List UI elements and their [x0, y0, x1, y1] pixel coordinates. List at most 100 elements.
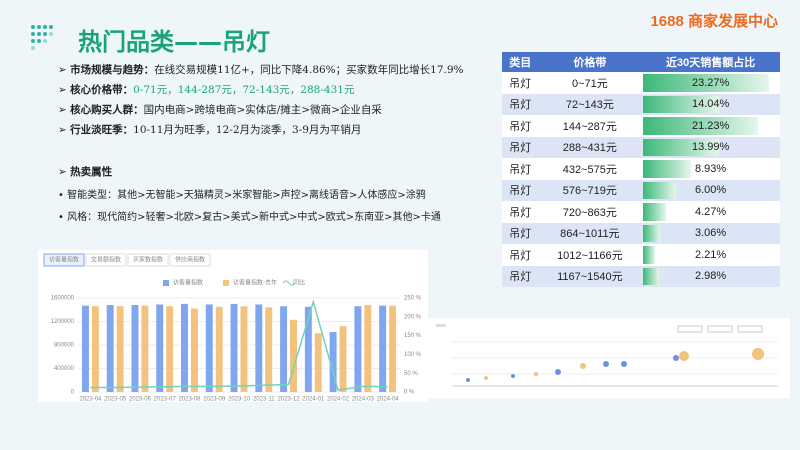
- bar: [304, 306, 312, 392]
- x-tick-label: 2023-09: [203, 397, 226, 402]
- y-tick-label: 800000: [54, 343, 75, 349]
- bar: [81, 305, 89, 392]
- bar: [91, 306, 99, 392]
- table-row: 吊灯 288~431元 13.99%: [502, 136, 780, 158]
- table-row: 吊灯 720~863元 4.27%: [502, 201, 780, 223]
- share-label: 2.98%: [695, 270, 727, 283]
- price-cell: 576~719元: [538, 179, 642, 201]
- y2-tick-label: 150 %: [404, 333, 422, 339]
- category-cell: 吊灯: [502, 201, 539, 223]
- share-label: 3.06%: [695, 227, 727, 240]
- bar: [190, 308, 198, 392]
- attr-title: ➢ 热卖属性: [58, 166, 113, 178]
- share-cell: 13.99%: [641, 136, 780, 158]
- bar: [166, 306, 174, 392]
- bullet: ➢ 市场规模与趋势：在线交易规模11亿+，同比下降4.86%；买家数年同比增长1…: [58, 64, 464, 76]
- bar: [364, 305, 372, 392]
- share-cell: 3.06%: [641, 222, 780, 244]
- bar: [106, 305, 114, 392]
- share-label: 8.93%: [695, 162, 727, 175]
- bar: [354, 306, 362, 392]
- y-tick-label: 400000: [54, 366, 75, 372]
- share-cell: 6.00%: [641, 179, 780, 201]
- attr-item: • 智能类型：其他>无智能>天猫精灵>米家智能>声控>离线语音>人体感应>涂鸦: [58, 190, 426, 201]
- bullet-text: 国内电商>跨境电商>实体店/摊主>微商>企业自采: [143, 104, 382, 116]
- bar: [339, 326, 347, 392]
- bar: [131, 305, 139, 392]
- table-row: 吊灯 1012~1166元 2.21%: [502, 244, 780, 266]
- y2-tick-label: 250 %: [404, 296, 422, 302]
- bullet-text: 0-71元，144-287元，72-143元，288-431元: [133, 84, 355, 96]
- share-cell: 2.98%: [641, 265, 780, 287]
- share-cell: 23.27%: [641, 72, 780, 94]
- column-header: 近30天销售额占比: [641, 52, 780, 72]
- scatter-decoration: [436, 324, 778, 387]
- category-cell: 吊灯: [502, 158, 539, 180]
- table-row: 吊灯 144~287元 21.23%: [502, 115, 780, 137]
- category-cell: 吊灯: [502, 72, 539, 94]
- table-row: 吊灯 432~575元 8.93%: [502, 158, 780, 180]
- x-tick-label: 2024-01: [302, 397, 325, 402]
- bar: [329, 332, 337, 392]
- legend-label: 访客量指数-去年: [233, 279, 277, 287]
- price-cell: 432~575元: [538, 158, 642, 180]
- category-cell: 吊灯: [502, 265, 539, 287]
- share-bar: [643, 138, 719, 156]
- bullet-text: 在线交易规模11亿+，同比下降4.86%；买家数年同比增长17.9%: [154, 64, 464, 76]
- share-bar: [643, 160, 692, 178]
- y2-tick-label: 0 %: [404, 390, 415, 396]
- tab: [169, 253, 211, 267]
- share-cell: 2.21%: [641, 244, 780, 266]
- x-tick-label: 2023-11: [253, 397, 275, 402]
- price-cell: 720~863元: [538, 201, 642, 223]
- y2-tick-label: 100 %: [404, 352, 422, 358]
- share-bar: [643, 95, 720, 113]
- price-cell: 72~143元: [538, 93, 642, 115]
- bar: [389, 305, 397, 392]
- bar: [379, 305, 387, 392]
- bullet-label: 核心价格带：: [70, 84, 134, 96]
- attr-title-text: 热卖属性: [70, 166, 113, 178]
- category-cell: 吊灯: [502, 179, 539, 201]
- table-row: 吊灯 72~143元 14.04%: [502, 93, 780, 115]
- bar: [230, 303, 238, 392]
- y-tick-label: 0: [71, 390, 75, 396]
- tab-label: 供应商指数: [175, 256, 205, 264]
- column-header: 价格带: [538, 52, 642, 72]
- bar: [240, 306, 248, 392]
- x-tick-label: 2023-08: [178, 397, 201, 402]
- price-cell: 0~71元: [538, 72, 642, 94]
- table-row: 吊灯 0~71元 23.27%: [502, 72, 780, 94]
- x-tick-label: 2023-04: [79, 397, 102, 402]
- price-cell: 288~431元: [538, 136, 642, 158]
- y2-tick-label: 200 %: [404, 314, 422, 320]
- share-bar: [643, 117, 758, 135]
- logo-dots: [31, 25, 53, 50]
- table-row: 吊灯 1167~1540元 2.98%: [502, 265, 780, 287]
- share-bar: [643, 267, 660, 285]
- x-tick-label: 2024-02: [327, 397, 350, 402]
- y2-tick-label: 50 %: [404, 371, 418, 377]
- share-bar: [643, 181, 676, 199]
- bullet: ➢ 核心购买人群：国内电商>跨境电商>实体店/摊主>微商>企业自采: [58, 104, 382, 116]
- page-title: 热门品类——吊灯: [78, 28, 270, 56]
- bullet-label: 市场规模与趋势：: [70, 64, 155, 76]
- bullet-label: 行业淡旺季：: [70, 124, 134, 136]
- tab-label: 访客量指数: [49, 256, 79, 264]
- share-bar: [643, 74, 769, 92]
- legend-label: 访客量指数: [173, 279, 203, 287]
- bar: [265, 307, 273, 392]
- share-label: 23.27%: [691, 76, 730, 89]
- category-cell: 吊灯: [502, 115, 539, 137]
- share-cell: 14.04%: [641, 93, 780, 115]
- share-label: 2.21%: [695, 248, 727, 261]
- share-label: 6.00%: [695, 184, 727, 197]
- attr-text: 风格：现代简约>轻奢>北欧>复古>美式>新中式>中式>欧式>东南亚>其他>卡通: [67, 212, 441, 223]
- attr-text: 智能类型：其他>无智能>天猫精灵>米家智能>声控>离线语音>人体感应>涂鸦: [67, 190, 426, 201]
- x-tick-label: 2023-06: [129, 397, 152, 402]
- share-cell: 21.23%: [641, 115, 780, 137]
- bullet-label: 核心购买人群：: [70, 104, 144, 116]
- line: [90, 299, 388, 391]
- bar: [205, 304, 213, 392]
